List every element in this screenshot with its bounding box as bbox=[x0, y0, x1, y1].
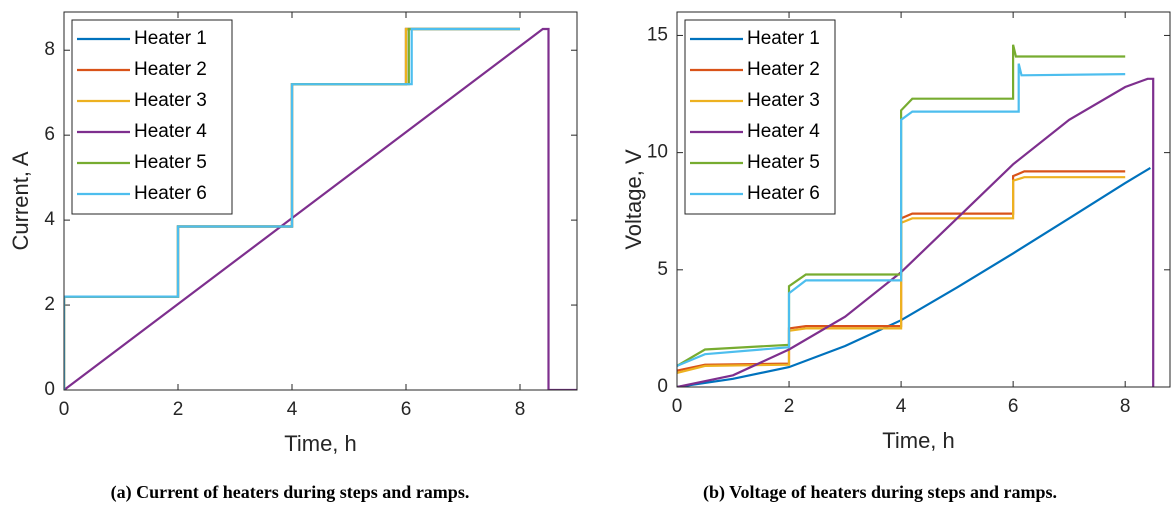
legend-label: Heater 5 bbox=[747, 152, 820, 173]
y-tick-label: 0 bbox=[44, 379, 55, 400]
x-tick-label: 6 bbox=[1008, 396, 1019, 417]
axes-box bbox=[676, 11, 1171, 388]
x-tick-label: 0 bbox=[59, 399, 70, 420]
legend-label: Heater 4 bbox=[134, 121, 207, 142]
y-tick-label: 5 bbox=[657, 259, 668, 280]
legend-box bbox=[684, 19, 836, 215]
caption: (b) Voltage of heaters during steps and … bbox=[703, 482, 1057, 503]
x-tick-label: 4 bbox=[287, 399, 298, 420]
y-tick-label: 15 bbox=[647, 24, 668, 45]
y-tick-label: 10 bbox=[647, 142, 668, 163]
legend-label: Heater 4 bbox=[747, 121, 820, 142]
x-tick-label: 2 bbox=[784, 396, 795, 417]
line-series bbox=[677, 63, 1126, 367]
y-axis-label: Voltage, V bbox=[621, 149, 646, 250]
line-series bbox=[677, 166, 1151, 387]
y-tick-label: 8 bbox=[44, 39, 55, 60]
legend-label: Heater 5 bbox=[134, 152, 207, 173]
legend-label: Heater 2 bbox=[747, 59, 820, 80]
legend-label: Heater 6 bbox=[747, 183, 820, 204]
legend-label: Heater 1 bbox=[747, 28, 820, 49]
y-tick-label: 6 bbox=[44, 124, 55, 145]
y-axis-label: Current, A bbox=[8, 151, 33, 250]
y-tick-label: 0 bbox=[657, 376, 668, 397]
x-tick-label: 6 bbox=[401, 399, 412, 420]
x-tick-label: 2 bbox=[173, 399, 184, 420]
line-series bbox=[64, 27, 577, 390]
legend-label: Heater 1 bbox=[134, 28, 207, 49]
line-series bbox=[677, 77, 1155, 387]
y-tick-label: 2 bbox=[44, 294, 55, 315]
line-series bbox=[64, 27, 520, 390]
legend-box bbox=[71, 19, 233, 215]
axes-box bbox=[63, 11, 578, 391]
x-axis-label: Time, h bbox=[284, 431, 357, 456]
x-tick-label: 0 bbox=[672, 396, 683, 417]
x-tick-label: 8 bbox=[1120, 396, 1131, 417]
legend-label: Heater 2 bbox=[134, 59, 207, 80]
x-tick-label: 4 bbox=[896, 396, 907, 417]
legend-label: Heater 6 bbox=[134, 183, 207, 204]
x-axis-label: Time, h bbox=[882, 428, 955, 453]
caption: (a) Current of heaters during steps and … bbox=[111, 482, 470, 503]
legend-label: Heater 3 bbox=[134, 90, 207, 111]
y-tick-label: 4 bbox=[44, 209, 55, 230]
x-tick-label: 8 bbox=[515, 399, 526, 420]
legend-label: Heater 3 bbox=[747, 90, 820, 111]
